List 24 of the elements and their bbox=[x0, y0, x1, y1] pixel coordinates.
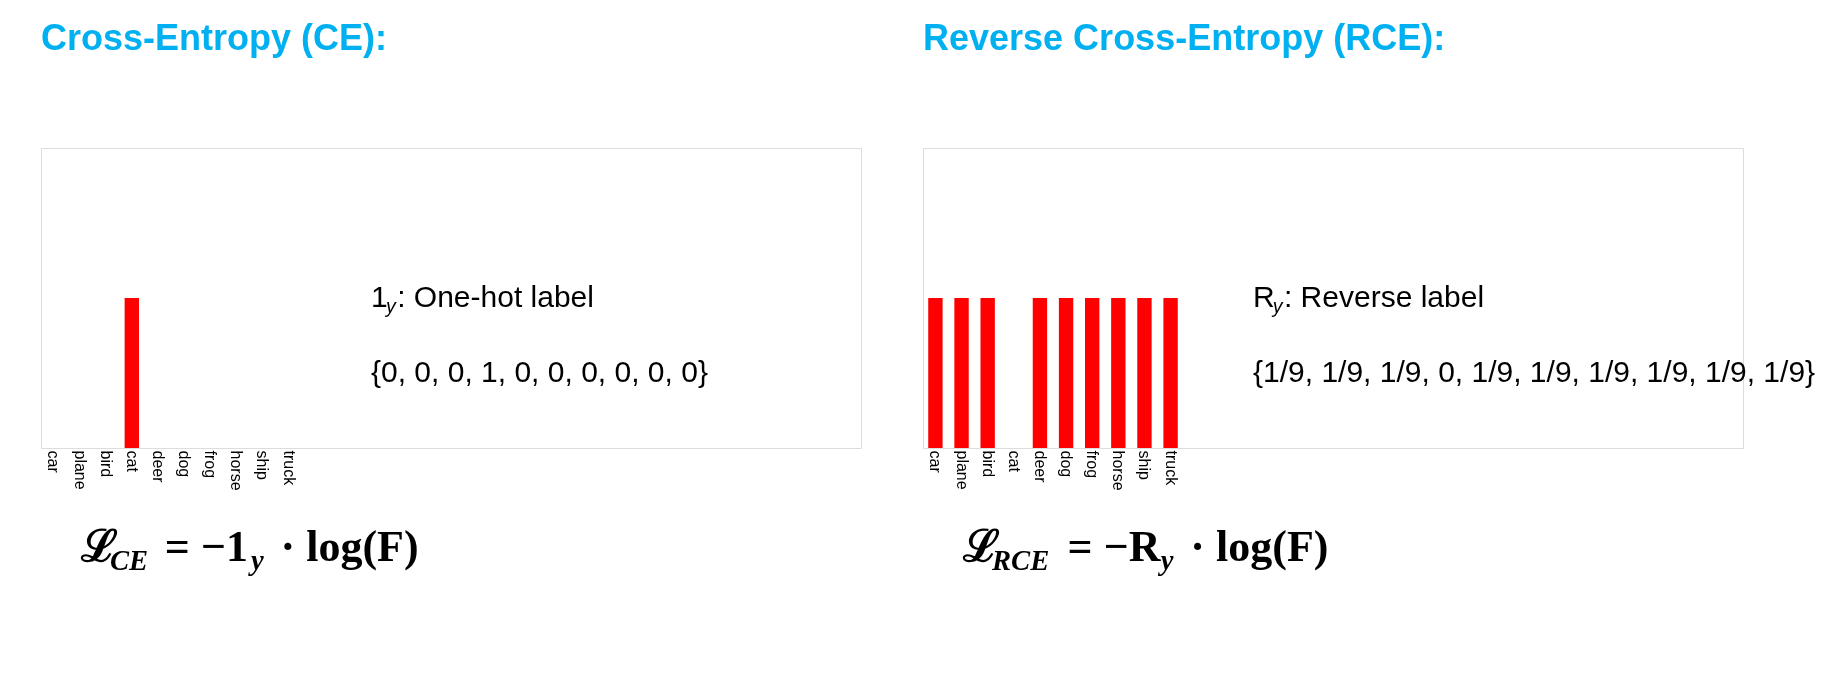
x-tick-label: car bbox=[45, 450, 63, 474]
chart-title: Cross-Entropy (CE): bbox=[41, 17, 388, 58]
chart-title: Reverse Cross-Entropy (RCE): bbox=[923, 17, 1446, 58]
x-tick-label: frog bbox=[1084, 450, 1102, 479]
text: {1/9, 1/9, 1/9, 0, 1/9, 1/9, 1/9, 1/9, 1/9, 1/9} bbox=[1253, 355, 1816, 388]
x-tick-label: bird bbox=[97, 450, 115, 478]
x-tick-label: horse bbox=[1110, 450, 1128, 491]
x-tick-label: deer bbox=[1031, 450, 1049, 484]
x-tick-label: deer bbox=[149, 450, 167, 484]
x-tick-label: ship bbox=[254, 450, 272, 480]
x-tick-label: cat bbox=[1005, 450, 1023, 473]
x-tick-label: plane bbox=[953, 450, 971, 490]
text: {0, 0, 0, 1, 0, 0, 0, 0, 0, 0} bbox=[371, 355, 708, 388]
x-tick-label: car bbox=[927, 450, 945, 474]
x-tick-label: dog bbox=[176, 450, 194, 478]
x-tick-label: truck bbox=[280, 450, 298, 487]
x-tick-label: bird bbox=[979, 450, 997, 478]
x-tick-label: horse bbox=[228, 450, 246, 491]
x-tick-label: cat bbox=[123, 450, 141, 473]
x-tick-label: frog bbox=[202, 450, 220, 479]
x-tick-label: ship bbox=[1136, 450, 1154, 480]
x-tick-label: truck bbox=[1162, 450, 1180, 487]
x-tick-label: plane bbox=[71, 450, 89, 490]
x-tick-label: dog bbox=[1058, 450, 1076, 478]
